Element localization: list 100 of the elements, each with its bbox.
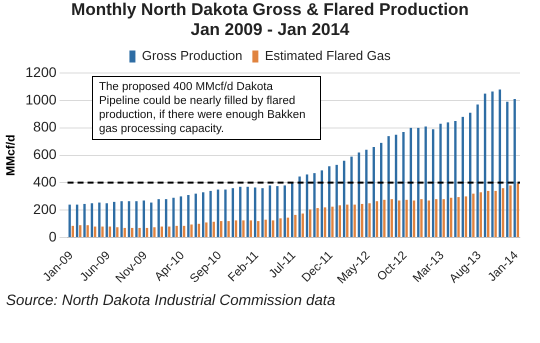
bar [298,176,301,238]
bar [469,112,472,238]
bar [175,226,178,238]
bar [194,194,197,238]
bar [435,199,438,238]
bar [76,204,78,238]
bar [462,116,464,238]
bar [124,228,126,238]
y-tick-label: 600 [33,146,57,162]
bar [108,226,112,238]
bar [160,226,164,238]
bar [424,126,427,238]
bar [130,228,134,238]
y-tick-label: 400 [33,174,57,190]
bar [454,120,457,238]
bar [450,198,452,238]
bar [142,200,146,238]
bar [86,225,89,238]
bar [254,187,256,238]
source-note: Source: North Dakota Industrial Commission data [5,291,336,311]
bar [342,160,346,238]
bar [346,204,348,238]
bar [516,183,520,238]
bar [205,222,208,238]
bar [138,228,141,238]
bar [498,89,502,238]
y-tick-label: 800 [33,118,57,135]
bar [428,200,430,238]
legend-label: Estimated Flared Gas [264,48,392,64]
bar [242,220,245,238]
bar [209,190,212,238]
bar [476,104,479,238]
bar [94,226,96,238]
bar [68,204,71,238]
bar [72,226,74,238]
bar [90,203,94,238]
bar [472,194,475,238]
bar [354,204,356,238]
bar [168,226,170,238]
bar [380,142,382,238]
bar [365,150,368,238]
bar [387,136,390,238]
bar [442,199,445,238]
bar [294,214,297,238]
bar [320,170,324,238]
bar [286,218,290,238]
bar [182,226,186,238]
bar [284,185,286,238]
bar [264,220,267,238]
bar [98,202,101,238]
chart-title: Monthly North Dakota Gross & Flared Production [70,0,470,20]
y-tick-label: 0 [48,228,57,244]
bar [291,183,294,238]
bar [113,202,116,238]
bar [302,214,304,238]
bar [432,129,434,238]
bar [360,204,364,238]
bar [487,190,490,238]
legend-label: Gross Production [142,48,242,64]
bar [276,186,279,238]
bar [79,225,82,238]
bar [328,166,330,238]
bar [120,201,123,238]
bar [106,203,108,238]
bar [239,186,242,238]
bar [405,200,408,238]
bar [410,128,412,238]
bar [417,128,420,238]
bar [480,192,482,238]
bar [309,209,312,238]
bar [272,220,274,238]
bar [316,208,319,238]
bar [116,227,119,238]
y-tick-label: 1200 [25,64,57,80]
bar [227,221,230,238]
bar [372,147,375,238]
bar [232,188,234,238]
bar [198,224,200,238]
bar [506,102,508,238]
bar [212,222,215,238]
annotation: The proposed 400 MMcf/d Dakota Pipeline could be nearly filled by flared production, if there were enough Bakken gas processing capacity. [92,76,321,140]
bar [398,200,400,238]
bar [220,221,222,238]
bar [257,221,260,238]
y-tick-label: 200 [33,200,57,217]
chart-subtitle: Jan 2009 - Jan 2014 [190,20,350,40]
bar [150,202,152,238]
bar [336,164,338,238]
bar [250,220,252,238]
bar [164,199,168,238]
bar [187,195,190,238]
bar [202,192,204,238]
bar [158,199,160,238]
bar [338,205,342,238]
y-axis-title: MMcf/d [4,134,18,176]
bar [494,190,497,238]
bar [390,199,393,238]
bar [246,186,249,238]
bar [514,99,516,238]
bar [153,227,156,238]
